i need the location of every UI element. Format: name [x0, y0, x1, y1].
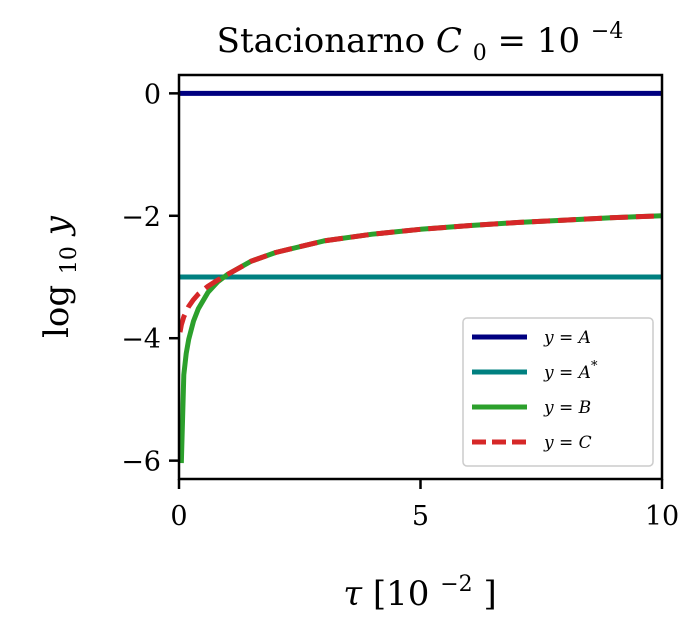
y-tick-label-1: −2	[121, 202, 161, 233]
title-math-var: C	[436, 21, 462, 61]
y-axis-label: log 10 y	[37, 215, 85, 338]
y-tick-label-3: −6	[121, 447, 161, 478]
legend-label-3: y = C	[543, 433, 592, 453]
legend: y = A y = A* y = B y = C	[462, 317, 654, 467]
x-axis-unit-open: [10	[373, 574, 430, 614]
y-axis-ticks: 0 −2 −4 −6	[121, 79, 179, 478]
legend-label-2: y = B	[543, 398, 591, 418]
legend-label-0: y = A	[543, 328, 591, 348]
x-axis-unit-exp: −2	[440, 572, 472, 597]
title-word: Stacionarno	[217, 21, 425, 61]
x-tick-label-1: 5	[412, 501, 429, 532]
series-line-3	[179, 213, 662, 333]
x-tick-label-2: 10	[645, 501, 679, 532]
y-tick-label-2: −4	[121, 324, 161, 355]
x-axis-label: τ [10 −2 ]	[343, 560, 496, 614]
title-math-exp: −4	[591, 19, 623, 44]
legend-box	[462, 317, 654, 467]
x-axis-ticks: 0 5 10	[170, 479, 679, 532]
x-tick-label-0: 0	[170, 501, 187, 532]
x-axis-var: τ	[343, 574, 363, 614]
y-axis-fn: log	[37, 285, 77, 338]
series-layer	[179, 90, 662, 464]
chart-title: Stacionarno C 0 = 10 −4	[217, 19, 624, 69]
title-math-rel: = 10	[498, 21, 581, 61]
legend-label-1: y = A*	[543, 359, 598, 383]
y-axis-var: y	[37, 215, 77, 237]
x-axis-unit-close: ]	[483, 574, 496, 614]
y-axis-sub: 10	[57, 246, 82, 274]
y-tick-label-0: 0	[144, 79, 161, 110]
title-math-sub: 0	[473, 41, 487, 66]
